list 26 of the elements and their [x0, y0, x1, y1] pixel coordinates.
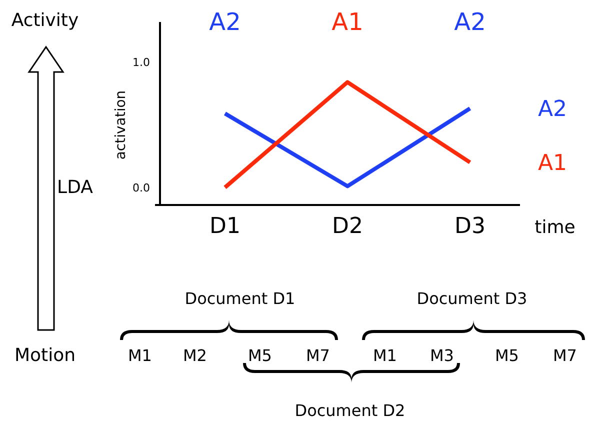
text: M1 [128, 346, 152, 365]
y-tick-label: 1.0 [132, 56, 150, 69]
text: M5 [495, 346, 519, 365]
y-axis-title: activation [113, 90, 129, 160]
text: M1 [373, 346, 397, 365]
text: A1 [538, 151, 568, 176]
x-tick-label: D2 [332, 214, 363, 239]
text: M7 [553, 346, 577, 365]
text: Document D1 [184, 289, 296, 308]
annotation: A2 [454, 8, 486, 36]
text: M3 [430, 346, 454, 365]
text: A2 [538, 97, 568, 122]
x-tick-label: D1 [210, 214, 240, 239]
text: Document D2 [294, 401, 406, 420]
x-axis-title: time [534, 217, 576, 238]
text: Motion [14, 345, 76, 366]
text: LDA [57, 177, 94, 198]
text: M7 [306, 346, 330, 365]
annotation: A2 [209, 8, 241, 36]
x-tick-label: D3 [454, 214, 486, 239]
text: Document D3 [416, 289, 528, 308]
y-tick-label: 0.0 [132, 181, 150, 194]
text: M2 [183, 346, 207, 365]
text: Activity [11, 10, 79, 31]
text: M5 [248, 346, 272, 365]
annotation: A1 [332, 8, 364, 36]
